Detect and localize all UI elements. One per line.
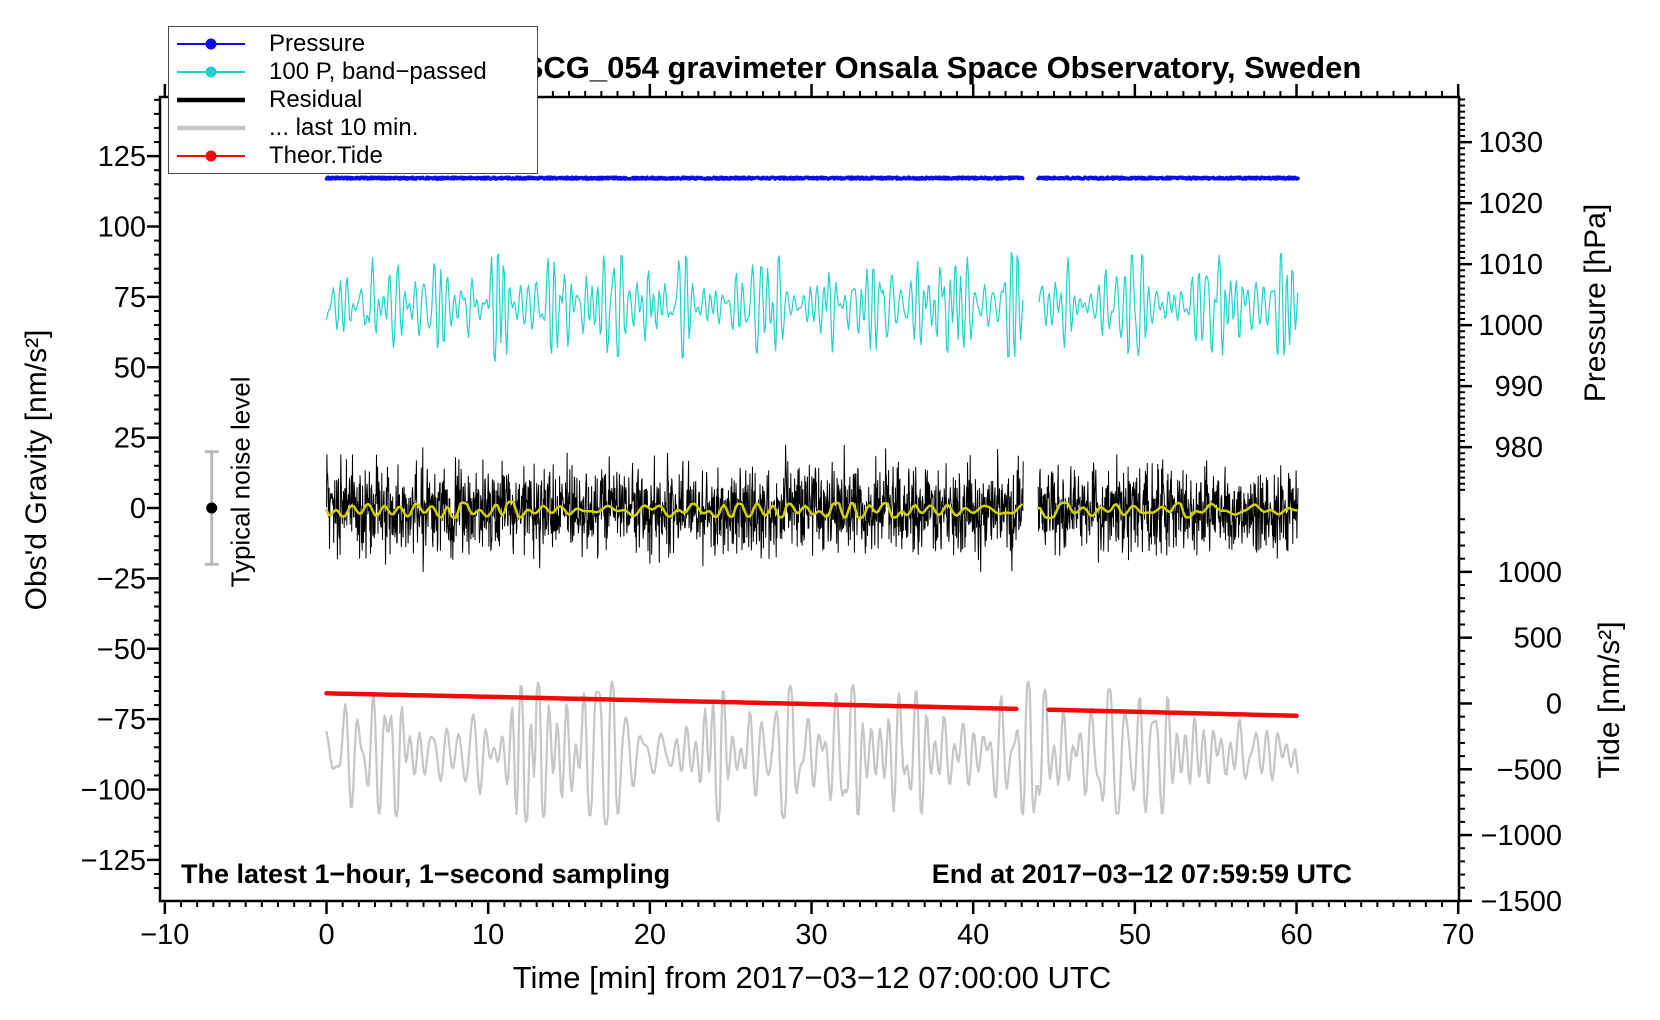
y-axis-label-gravity: Obs'd Gravity [nm/s²] [20, 329, 53, 611]
legend-item-label: ... last 10 min. [269, 114, 419, 141]
y-left-ticks: 125 100 75 50 25 0 −25 −50 −75 −100 −125 [81, 98, 160, 890]
legend-item-label: Pressure [269, 30, 366, 57]
legend-item-100-p-band-passed: 100 P, band−passed [175, 58, 531, 86]
tick-label: 40 [957, 919, 989, 951]
tick-label: 30 [795, 919, 827, 951]
tick-label: −25 [97, 563, 146, 595]
series-residual-smoothed [325, 500, 1298, 520]
legend-item-label: Residual [269, 86, 363, 113]
legend-swatch-line [177, 125, 245, 131]
tick-label: −10 [140, 919, 189, 951]
tick-label: 990 [1495, 371, 1543, 403]
tick-label: 980 [1495, 432, 1543, 464]
tick-label: 70 [1442, 919, 1474, 951]
plot-frame [158, 95, 1461, 903]
legend-item-label: Theor.Tide [269, 142, 383, 169]
tick-label: 0 [130, 493, 146, 525]
tick-label: −75 [97, 704, 146, 736]
series-layer [324, 175, 1300, 826]
legend-swatch-line [177, 97, 245, 103]
legend-item--last-10-min-: ... last 10 min. [175, 114, 531, 142]
legend-marker-dot [205, 150, 217, 162]
end-time-note: End at 2017−03−12 07:59:59 UTC [931, 859, 1352, 889]
tick-label: −50 [97, 634, 146, 666]
y-axis-label-pressure: Pressure [hPa] [1579, 203, 1612, 403]
tick-label: −100 [81, 775, 146, 807]
legend-item-label: 100 P, band−passed [269, 58, 487, 85]
legend-item-theor-tide: Theor.Tide [175, 142, 531, 170]
tick-label: −1000 [1481, 820, 1562, 852]
tick-label: 50 [1119, 919, 1151, 951]
tick-label: 60 [1280, 919, 1312, 951]
tick-label: 1010 [1478, 249, 1543, 281]
legend-marker-dot [205, 66, 217, 78]
tick-label: 1000 [1478, 310, 1543, 342]
tick-label: 0 [318, 919, 334, 951]
noise-level-dot [206, 502, 218, 514]
series-theor-tide [324, 691, 1299, 719]
series-100-p-band-passed [325, 251, 1299, 362]
x-axis-label: Time [min] from 2017−03−12 07:00:00 UTC [512, 960, 1112, 995]
series--last-10-min- [325, 680, 1299, 826]
legend-item-residual: Residual [175, 86, 531, 114]
noise-level-label: Typical noise level [225, 376, 256, 588]
tick-label: 20 [634, 919, 666, 951]
tick-label: 100 [98, 211, 146, 243]
tick-label: 75 [114, 282, 146, 314]
tick-label: −1500 [1481, 886, 1562, 918]
tick-label: 10 [472, 919, 504, 951]
tick-label: 0 [1546, 688, 1562, 720]
tick-label: −500 [1497, 754, 1562, 786]
sampling-note: The latest 1−hour, 1−second sampling [181, 859, 671, 889]
tick-label: 500 [1514, 623, 1562, 655]
y-pressure-ticks: 1030 1020 1010 1000 990 980 [1459, 98, 1543, 491]
series-pressure [324, 175, 1300, 181]
tick-label: 50 [114, 352, 146, 384]
series-residual [326, 444, 1299, 573]
noise-level-marker [204, 450, 219, 566]
tick-label: 25 [114, 423, 146, 455]
tick-label: 1030 [1478, 127, 1543, 159]
y-axis-label-tide: Tide [nm/s²] [1593, 621, 1626, 779]
legend-swatch-line [177, 150, 245, 162]
tick-label: −125 [81, 845, 146, 877]
legend: Pressure 100 P, band−passed Residual... la… [168, 26, 538, 174]
legend-swatch-line [177, 66, 245, 78]
tick-label: 1000 [1497, 557, 1562, 589]
legend-marker-dot [205, 38, 217, 50]
legend-item-pressure: Pressure [175, 30, 531, 58]
tick-label: 1020 [1478, 188, 1543, 220]
y-tide-ticks: 1000 500 0 −500 −1000 −1500 [1459, 518, 1562, 918]
page-title: SCG_054 gravimeter Onsala Space Observat… [522, 50, 1362, 85]
tick-label: 125 [98, 141, 146, 173]
legend-swatch-line [177, 38, 245, 50]
